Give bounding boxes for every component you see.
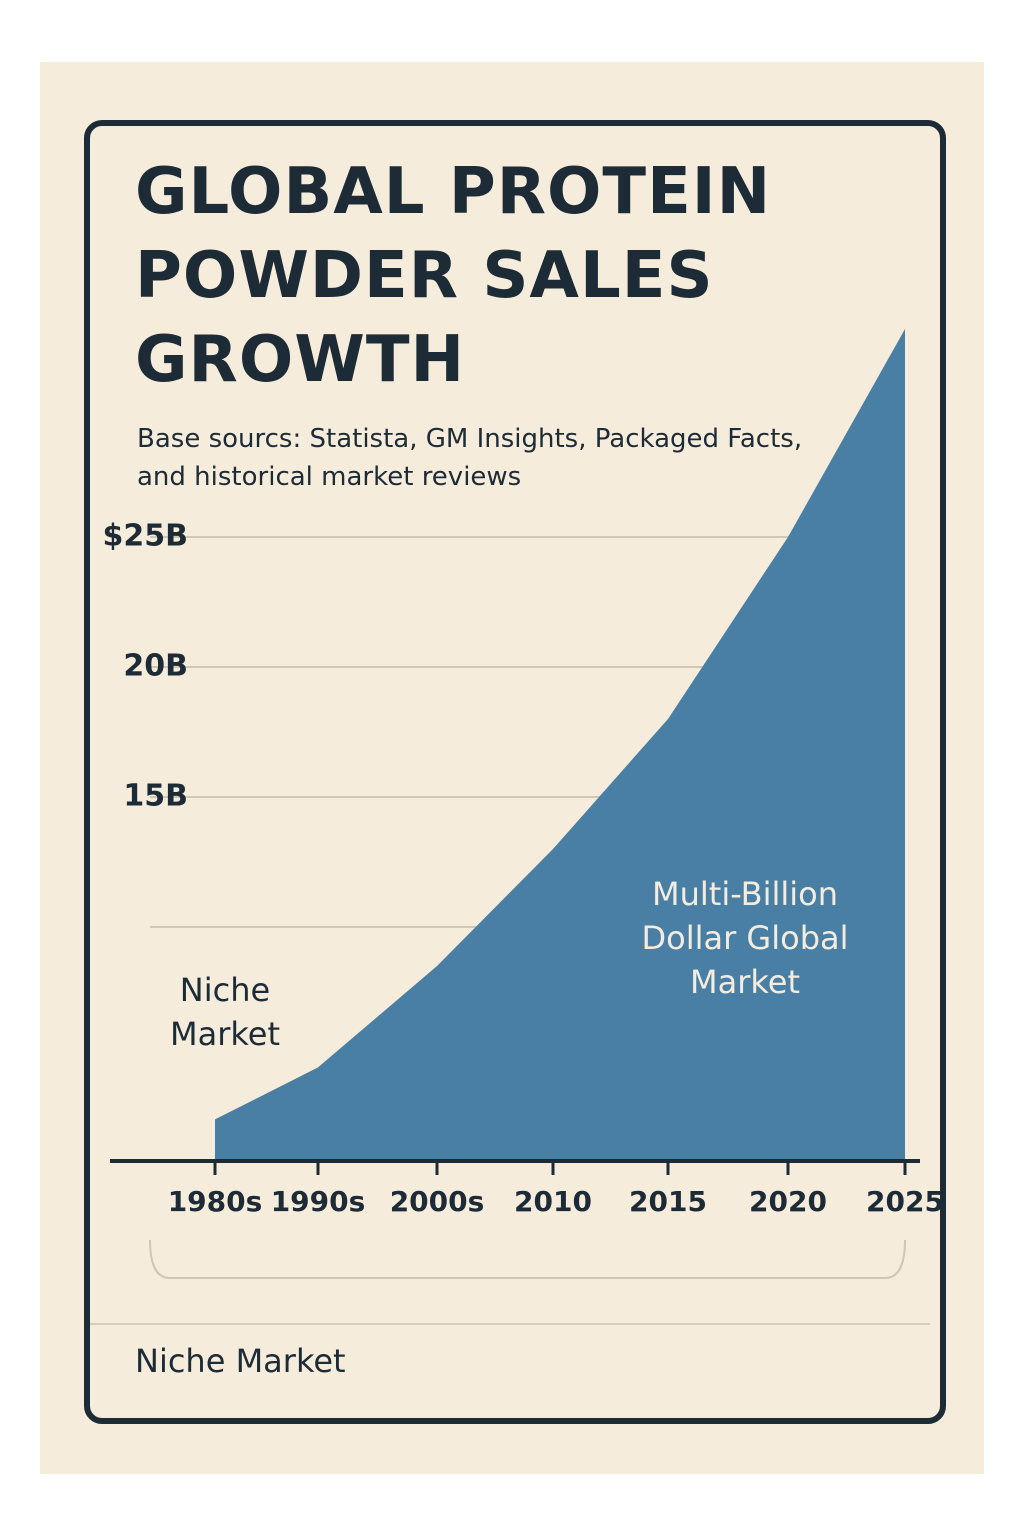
x-tick-label: 2010 [514, 1185, 592, 1218]
x-tick-label: 1980s [168, 1185, 263, 1218]
x-tick-label: 2025 [866, 1185, 944, 1218]
footer: Niche Market [135, 1342, 346, 1380]
y-tick-label: $25B [103, 519, 189, 554]
annotation: Multi-Billion Dollar Global Market [641, 875, 849, 1001]
annotation: Niche Market [170, 971, 280, 1053]
x-tick-label: 2020 [749, 1185, 827, 1218]
chart-subtitle: Base sourcs: Statista, GM Insights, Pack… [137, 424, 803, 492]
bracket [149, 1239, 906, 1279]
y-tick-label: 15B [123, 779, 188, 814]
x-tick-label: 1990s [271, 1185, 366, 1218]
x-tick-label: 2000s [390, 1185, 485, 1218]
area [215, 329, 905, 1161]
x-tick-label: 2015 [629, 1185, 707, 1218]
y-tick-label: 20B [123, 649, 188, 684]
frame [84, 120, 946, 1424]
chart-title: GLOBAL PROTEIN POWDER SALES GROWTH [135, 155, 772, 397]
